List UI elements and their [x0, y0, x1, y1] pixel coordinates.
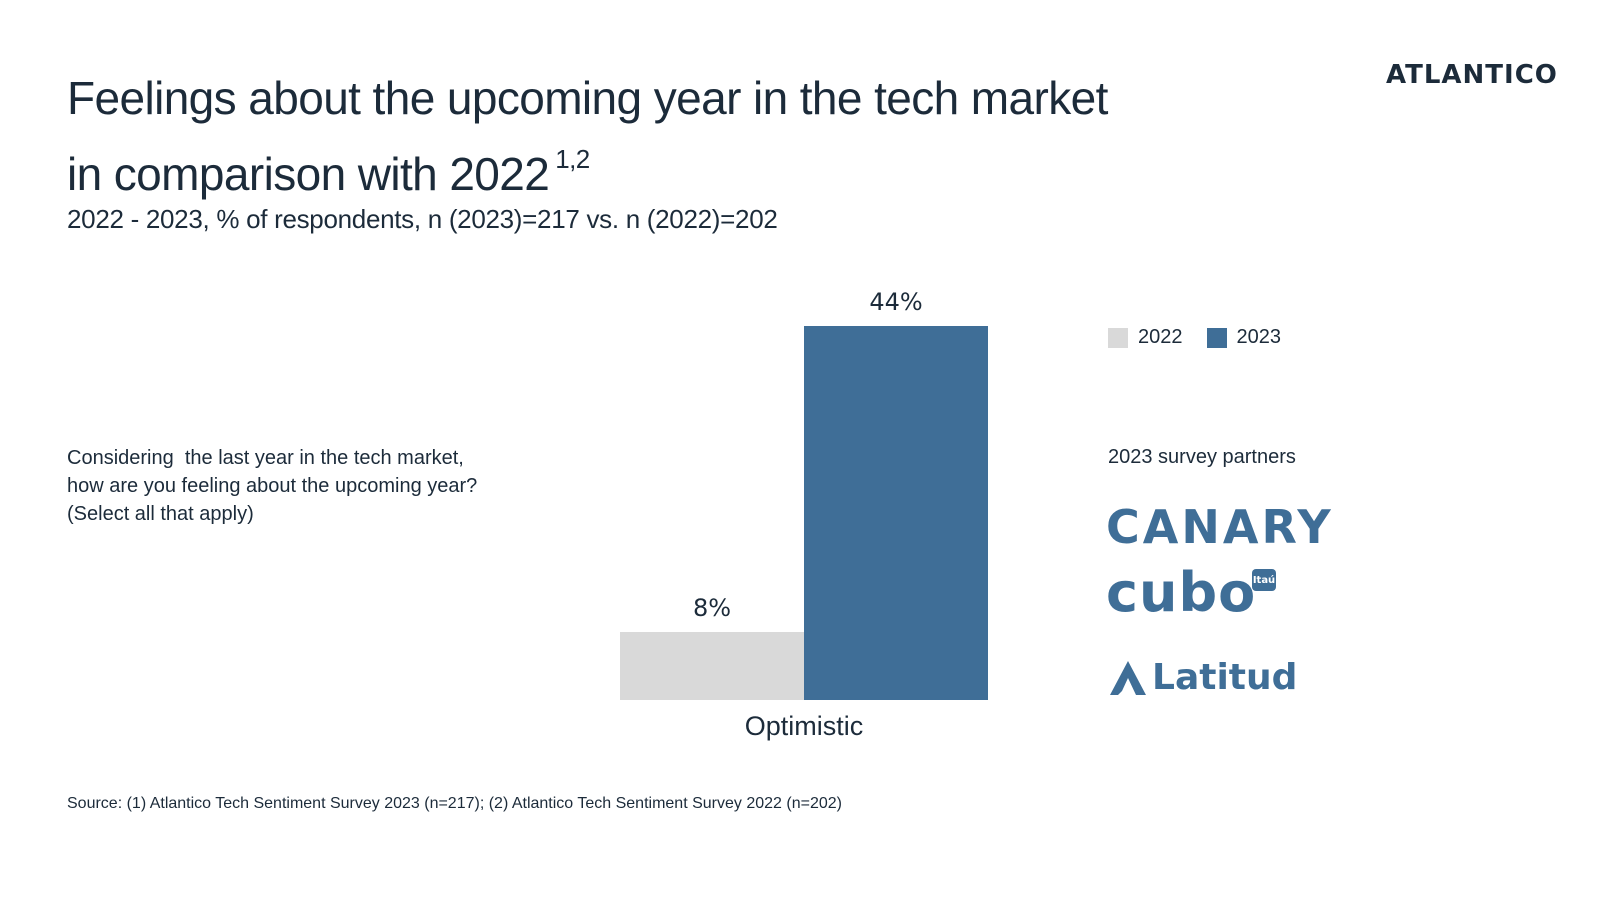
legend-item-2023: 2023	[1206, 326, 1282, 349]
atlantico-logo: ATLANTICO	[1386, 60, 1558, 90]
question-line-3: (Select all that apply)	[67, 503, 254, 525]
source-note: Source: (1) Atlantico Tech Sentiment Sur…	[67, 795, 842, 812]
itau-logo: Itaú	[1252, 569, 1276, 591]
title-footnote: 1,2	[555, 144, 590, 174]
bar-2023-optimistic	[804, 326, 988, 700]
title-line-2: in comparison with 2022	[67, 148, 550, 200]
legend-swatch-2023	[1206, 327, 1227, 348]
data-label-2023: 44%	[869, 288, 922, 316]
bar-2022-optimistic	[620, 632, 804, 700]
question-line-1: Considering the last year in the tech ma…	[67, 447, 464, 469]
survey-question: Considering the last year in the tech ma…	[67, 444, 527, 528]
legend-label-2023: 2023	[1236, 326, 1282, 348]
legend-swatch-2022	[1108, 327, 1128, 348]
cubo-logo: cubo	[1106, 561, 1257, 624]
legend-label-2022: 2022	[1138, 326, 1183, 348]
partners-title: 2023 survey partners	[1108, 446, 1296, 468]
chart-legend: 2022 2023	[1108, 326, 1281, 349]
title-line-1: Feelings about the upcoming year in the …	[67, 72, 1108, 124]
latitud-wordmark: Latitud	[1152, 657, 1298, 698]
canary-logo: CANARY	[1106, 500, 1334, 554]
question-line-2: how are you feeling about the upcoming y…	[67, 475, 478, 497]
latitud-mark-icon	[1110, 661, 1146, 695]
category-label-optimistic: Optimistic	[745, 711, 864, 741]
latitud-logo: Latitud	[1110, 660, 1297, 696]
page-subtitle: 2022 - 2023, % of respondents, n (2023)=…	[67, 204, 778, 234]
page-title: Feelings about the upcoming year in the …	[67, 68, 1207, 205]
data-label-2022: 8%	[693, 594, 731, 622]
legend-item-2022: 2022	[1108, 326, 1183, 349]
